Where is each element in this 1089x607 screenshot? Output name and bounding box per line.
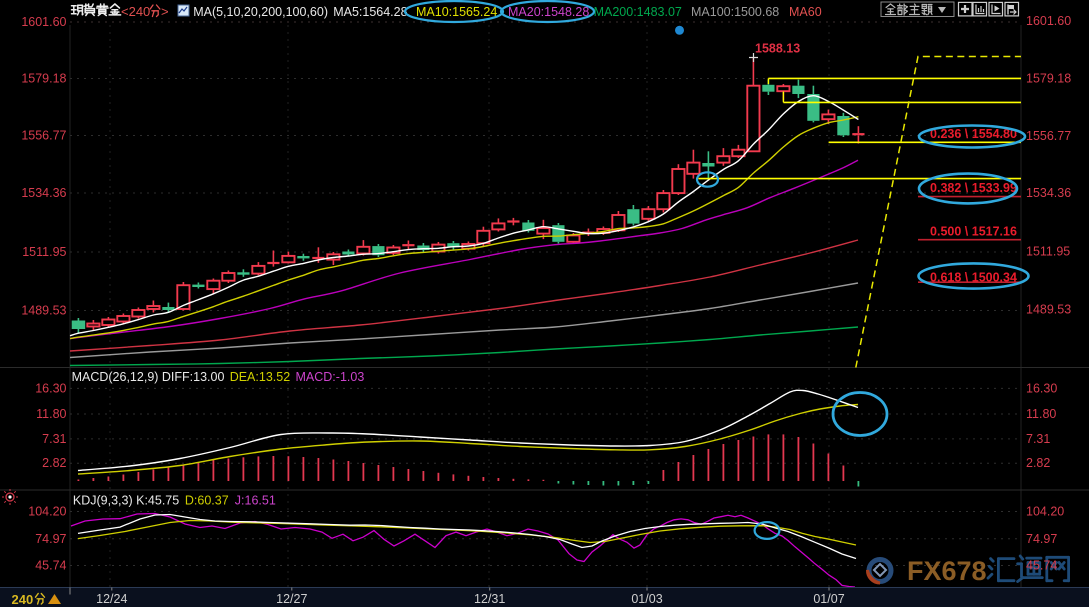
svg-text:1556.77: 1556.77 bbox=[21, 129, 66, 143]
svg-text:12/31: 12/31 bbox=[474, 592, 505, 606]
svg-text:1601.60: 1601.60 bbox=[1026, 14, 1071, 28]
svg-text:1534.36: 1534.36 bbox=[21, 186, 66, 200]
svg-text:1601.60: 1601.60 bbox=[21, 15, 66, 29]
svg-text:J:16.51: J:16.51 bbox=[235, 494, 276, 508]
svg-text:74.97: 74.97 bbox=[1026, 532, 1057, 546]
svg-text:1489.53: 1489.53 bbox=[21, 304, 66, 318]
svg-text:1556.77: 1556.77 bbox=[1026, 129, 1071, 143]
svg-text:104.20: 104.20 bbox=[1026, 505, 1064, 519]
svg-text:MACD:-1.03: MACD:-1.03 bbox=[296, 370, 365, 384]
svg-text:MACD(26,12,9) DIFF:13.00: MACD(26,12,9) DIFF:13.00 bbox=[72, 370, 225, 384]
svg-text:11.80: 11.80 bbox=[36, 407, 66, 421]
svg-text:<240: <240 bbox=[121, 4, 150, 19]
svg-text:FX678: FX678 bbox=[907, 556, 987, 586]
svg-text:KDJ(9,3,3) K:45.75: KDJ(9,3,3) K:45.75 bbox=[73, 494, 179, 508]
svg-text:1511.95: 1511.95 bbox=[22, 245, 66, 259]
svg-text:74.97: 74.97 bbox=[35, 532, 66, 546]
svg-text:7.31: 7.31 bbox=[1026, 432, 1050, 446]
svg-text:1579.18: 1579.18 bbox=[21, 72, 66, 86]
svg-text:MA10:1565.24: MA10:1565.24 bbox=[416, 5, 497, 19]
svg-text:D:60.37: D:60.37 bbox=[185, 494, 229, 508]
svg-text:MA200:1483.07: MA200:1483.07 bbox=[594, 5, 682, 19]
svg-text:MA60: MA60 bbox=[789, 5, 822, 19]
svg-text:2.82: 2.82 bbox=[1026, 456, 1050, 470]
svg-text:MA5:1564.28: MA5:1564.28 bbox=[333, 5, 407, 19]
svg-text:MA20:1548.28: MA20:1548.28 bbox=[508, 5, 589, 19]
svg-text:45.74: 45.74 bbox=[1026, 559, 1057, 573]
svg-text:1588.13: 1588.13 bbox=[755, 42, 800, 56]
svg-text:45.74: 45.74 bbox=[35, 559, 66, 573]
svg-text:0.382 \ 1533.99: 0.382 \ 1533.99 bbox=[930, 181, 1017, 195]
svg-text:16.30: 16.30 bbox=[1026, 381, 1057, 395]
svg-text:12/27: 12/27 bbox=[276, 592, 307, 606]
svg-text:1534.36: 1534.36 bbox=[1026, 186, 1071, 200]
svg-text:01/03: 01/03 bbox=[631, 592, 662, 606]
svg-text:2.82: 2.82 bbox=[42, 456, 66, 470]
svg-text:MA(5,10,20,200,100,60): MA(5,10,20,200,100,60) bbox=[193, 5, 328, 19]
svg-text:MA100:1500.68: MA100:1500.68 bbox=[691, 5, 779, 19]
svg-text:16.30: 16.30 bbox=[35, 381, 66, 395]
svg-text:240: 240 bbox=[12, 592, 34, 607]
svg-text:DEA:13.52: DEA:13.52 bbox=[230, 370, 291, 384]
svg-text:0.500 \ 1517.16: 0.500 \ 1517.16 bbox=[930, 225, 1017, 239]
svg-text:12/24: 12/24 bbox=[96, 592, 127, 606]
svg-text:11.80: 11.80 bbox=[1026, 407, 1056, 421]
svg-text:0.236 \ 1554.80: 0.236 \ 1554.80 bbox=[930, 127, 1017, 141]
svg-text:104.20: 104.20 bbox=[28, 505, 66, 519]
svg-text:7.31: 7.31 bbox=[42, 432, 66, 446]
svg-text:1511.95: 1511.95 bbox=[1026, 245, 1070, 259]
svg-text:01/07: 01/07 bbox=[813, 592, 844, 606]
svg-text:>: > bbox=[161, 4, 169, 19]
svg-text:0.618 \ 1500.34: 0.618 \ 1500.34 bbox=[930, 271, 1017, 285]
svg-text:1579.18: 1579.18 bbox=[1026, 72, 1071, 86]
svg-text:1489.53: 1489.53 bbox=[1026, 302, 1071, 316]
